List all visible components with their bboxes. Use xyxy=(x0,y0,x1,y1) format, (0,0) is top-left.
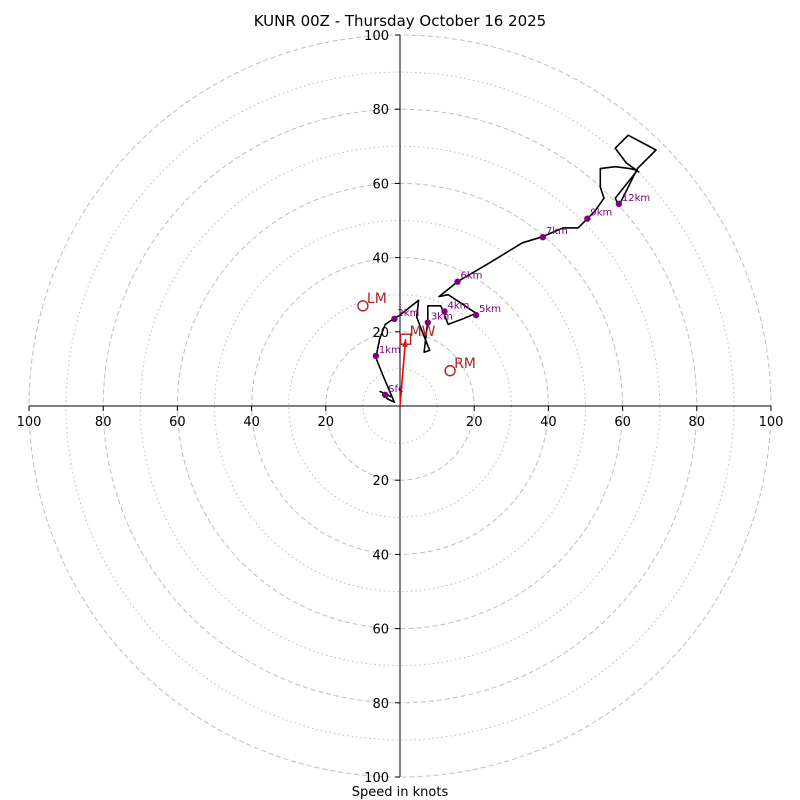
x-tick-label: 40 xyxy=(540,415,557,430)
mean-wind-vector xyxy=(399,339,407,407)
height-marker-label: 4km xyxy=(448,300,470,311)
y-tick-label: 60 xyxy=(372,623,389,638)
height-marker-dot xyxy=(424,319,432,326)
y-tick-label: 20 xyxy=(372,326,389,341)
height-marker-dot xyxy=(381,391,389,399)
height-marker-dot xyxy=(584,215,591,222)
x-tick-label: 20 xyxy=(318,415,335,430)
x-tick-label: 40 xyxy=(243,415,260,430)
storm-motion-markers: LM RM MW xyxy=(357,291,476,377)
height-marker-dot xyxy=(539,233,547,241)
mean-wind-marker xyxy=(399,333,412,345)
height-marker-label: 3km xyxy=(431,312,453,323)
height-marker-dot xyxy=(372,352,380,360)
y-tick-label: 40 xyxy=(372,548,389,563)
x-tick-label: 80 xyxy=(689,415,706,430)
x-axis-label: Speed in knots xyxy=(352,785,449,800)
height-marker-label: 12km xyxy=(622,193,650,204)
mean-wind-arrowhead xyxy=(402,339,408,347)
storm-motion-marker xyxy=(444,365,456,377)
y-tick-label: 100 xyxy=(364,771,389,786)
y-tick-label: 60 xyxy=(372,177,389,192)
height-marker-label: Sfc xyxy=(388,384,403,395)
x-tick-label: 60 xyxy=(614,415,631,430)
height-marker-label: 6km xyxy=(461,271,483,282)
x-tick-label: 100 xyxy=(759,415,784,430)
height-marker-dot xyxy=(441,308,448,315)
y-tick-label: 80 xyxy=(372,103,389,118)
hodograph-line xyxy=(375,134,657,404)
storm-motion-label: MW xyxy=(410,324,436,340)
height-marker-label: 7km xyxy=(546,226,568,237)
height-marker-label: 5km xyxy=(479,304,501,315)
y-tick-label: 100 xyxy=(364,29,389,44)
axis-ticks: 100 80 60 40 20 20 40 60 80 100 20 40 60 80 100 20 40 60 8… xyxy=(17,29,784,786)
x-tick-label: 60 xyxy=(169,415,186,430)
x-tick-label: 20 xyxy=(466,415,483,430)
x-tick-label: 80 xyxy=(95,415,112,430)
y-tick-label: 20 xyxy=(372,474,389,489)
storm-motion-marker xyxy=(357,300,369,312)
height-marker-label: 9km xyxy=(590,208,612,219)
x-tick-label: 100 xyxy=(17,415,42,430)
storm-motion-label: RM xyxy=(454,356,476,372)
y-tick-label: 40 xyxy=(372,252,389,267)
storm-motion-label: LM xyxy=(367,291,387,307)
height-marker-dot xyxy=(615,200,623,208)
height-marker-dot xyxy=(472,311,480,319)
height-marker-label: 1km xyxy=(379,345,401,356)
chart-title: KUNR 00Z - Thursday October 16 2025 xyxy=(254,12,546,30)
height-marker-label: 2km xyxy=(397,308,419,319)
hodograph xyxy=(375,134,657,407)
y-tick-label: 80 xyxy=(372,697,389,712)
height-marker-dot xyxy=(454,278,461,285)
height-marker-dot xyxy=(391,315,398,323)
